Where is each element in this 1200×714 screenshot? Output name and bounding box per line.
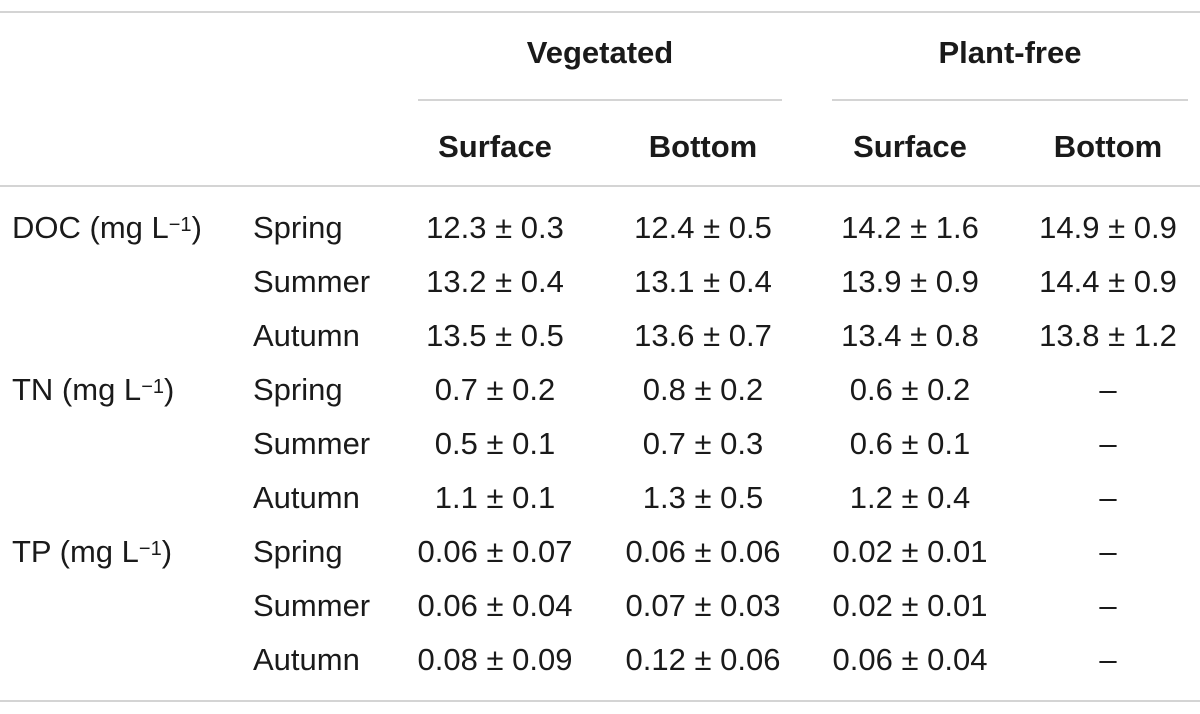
value-cell: 1.3 ± 0.5: [642, 480, 764, 515]
season-cell: Spring: [253, 210, 343, 245]
value-cell: 0.06 ± 0.06: [625, 534, 781, 569]
col-header-vegetated-surface: Surface: [438, 129, 552, 164]
value-cell: –: [1099, 426, 1117, 461]
value-cell: 13.9 ± 0.9: [841, 264, 979, 299]
value-cell: 13.2 ± 0.4: [426, 264, 564, 299]
value-cell: –: [1099, 642, 1117, 677]
value-cell: 0.6 ± 0.1: [849, 426, 971, 461]
value-cell: 0.02 ± 0.01: [832, 534, 988, 569]
group-header-plant-free: Plant-free: [938, 35, 1082, 70]
value-cell: 0.06 ± 0.04: [832, 642, 988, 677]
season-cell: Autumn: [253, 480, 360, 515]
value-cell: 14.4 ± 0.9: [1039, 264, 1177, 299]
vegetated-group-rule: [418, 99, 782, 101]
value-cell: 0.7 ± 0.2: [434, 372, 556, 407]
value-cell: –: [1099, 534, 1117, 569]
value-cell: –: [1099, 372, 1117, 407]
plant-free-group-rule: [832, 99, 1188, 101]
value-cell: 1.1 ± 0.1: [434, 480, 556, 515]
season-cell: Spring: [253, 534, 343, 569]
table-bottom-rule: [0, 700, 1200, 702]
value-cell: 14.2 ± 1.6: [841, 210, 979, 245]
param-label-tn: TN (mg L−1): [12, 372, 175, 407]
season-cell: Autumn: [253, 318, 360, 353]
value-cell: 0.06 ± 0.04: [417, 588, 573, 623]
season-cell: Summer: [253, 264, 371, 299]
value-cell: 0.6 ± 0.2: [849, 372, 971, 407]
col-header-plant-free-surface: Surface: [853, 129, 967, 164]
value-cell: 13.1 ± 0.4: [634, 264, 772, 299]
value-cell: 12.4 ± 0.5: [634, 210, 772, 245]
value-cell: 0.7 ± 0.3: [642, 426, 764, 461]
group-header-vegetated: Vegetated: [526, 35, 674, 70]
value-cell: 0.08 ± 0.09: [417, 642, 573, 677]
value-cell: 13.6 ± 0.7: [634, 318, 772, 353]
col-header-plant-free-bottom: Bottom: [1053, 129, 1163, 164]
value-cell: –: [1099, 480, 1117, 515]
value-cell: 13.5 ± 0.5: [426, 318, 564, 353]
value-cell: 0.06 ± 0.07: [417, 534, 573, 569]
header-bottom-rule: [0, 185, 1200, 187]
value-cell: 0.5 ± 0.1: [434, 426, 556, 461]
value-cell: 13.4 ± 0.8: [841, 318, 979, 353]
value-cell: –: [1099, 588, 1117, 623]
season-cell: Summer: [253, 588, 371, 623]
value-cell: 0.8 ± 0.2: [642, 372, 764, 407]
value-cell: 0.02 ± 0.01: [832, 588, 988, 623]
season-cell: Summer: [253, 426, 371, 461]
value-cell: 1.2 ± 0.4: [849, 480, 971, 515]
table-top-rule: [0, 11, 1200, 13]
value-cell: 13.8 ± 1.2: [1039, 318, 1177, 353]
param-label-tp: TP (mg L−1): [12, 534, 173, 569]
col-header-vegetated-bottom: Bottom: [648, 129, 758, 164]
value-cell: 0.07 ± 0.03: [625, 588, 781, 623]
param-label-doc: DOC (mg L−1): [12, 210, 202, 245]
value-cell: 14.9 ± 0.9: [1039, 210, 1177, 245]
value-cell: 12.3 ± 0.3: [426, 210, 564, 245]
value-cell: 0.12 ± 0.06: [625, 642, 781, 677]
season-cell: Autumn: [253, 642, 360, 677]
season-cell: Spring: [253, 372, 343, 407]
